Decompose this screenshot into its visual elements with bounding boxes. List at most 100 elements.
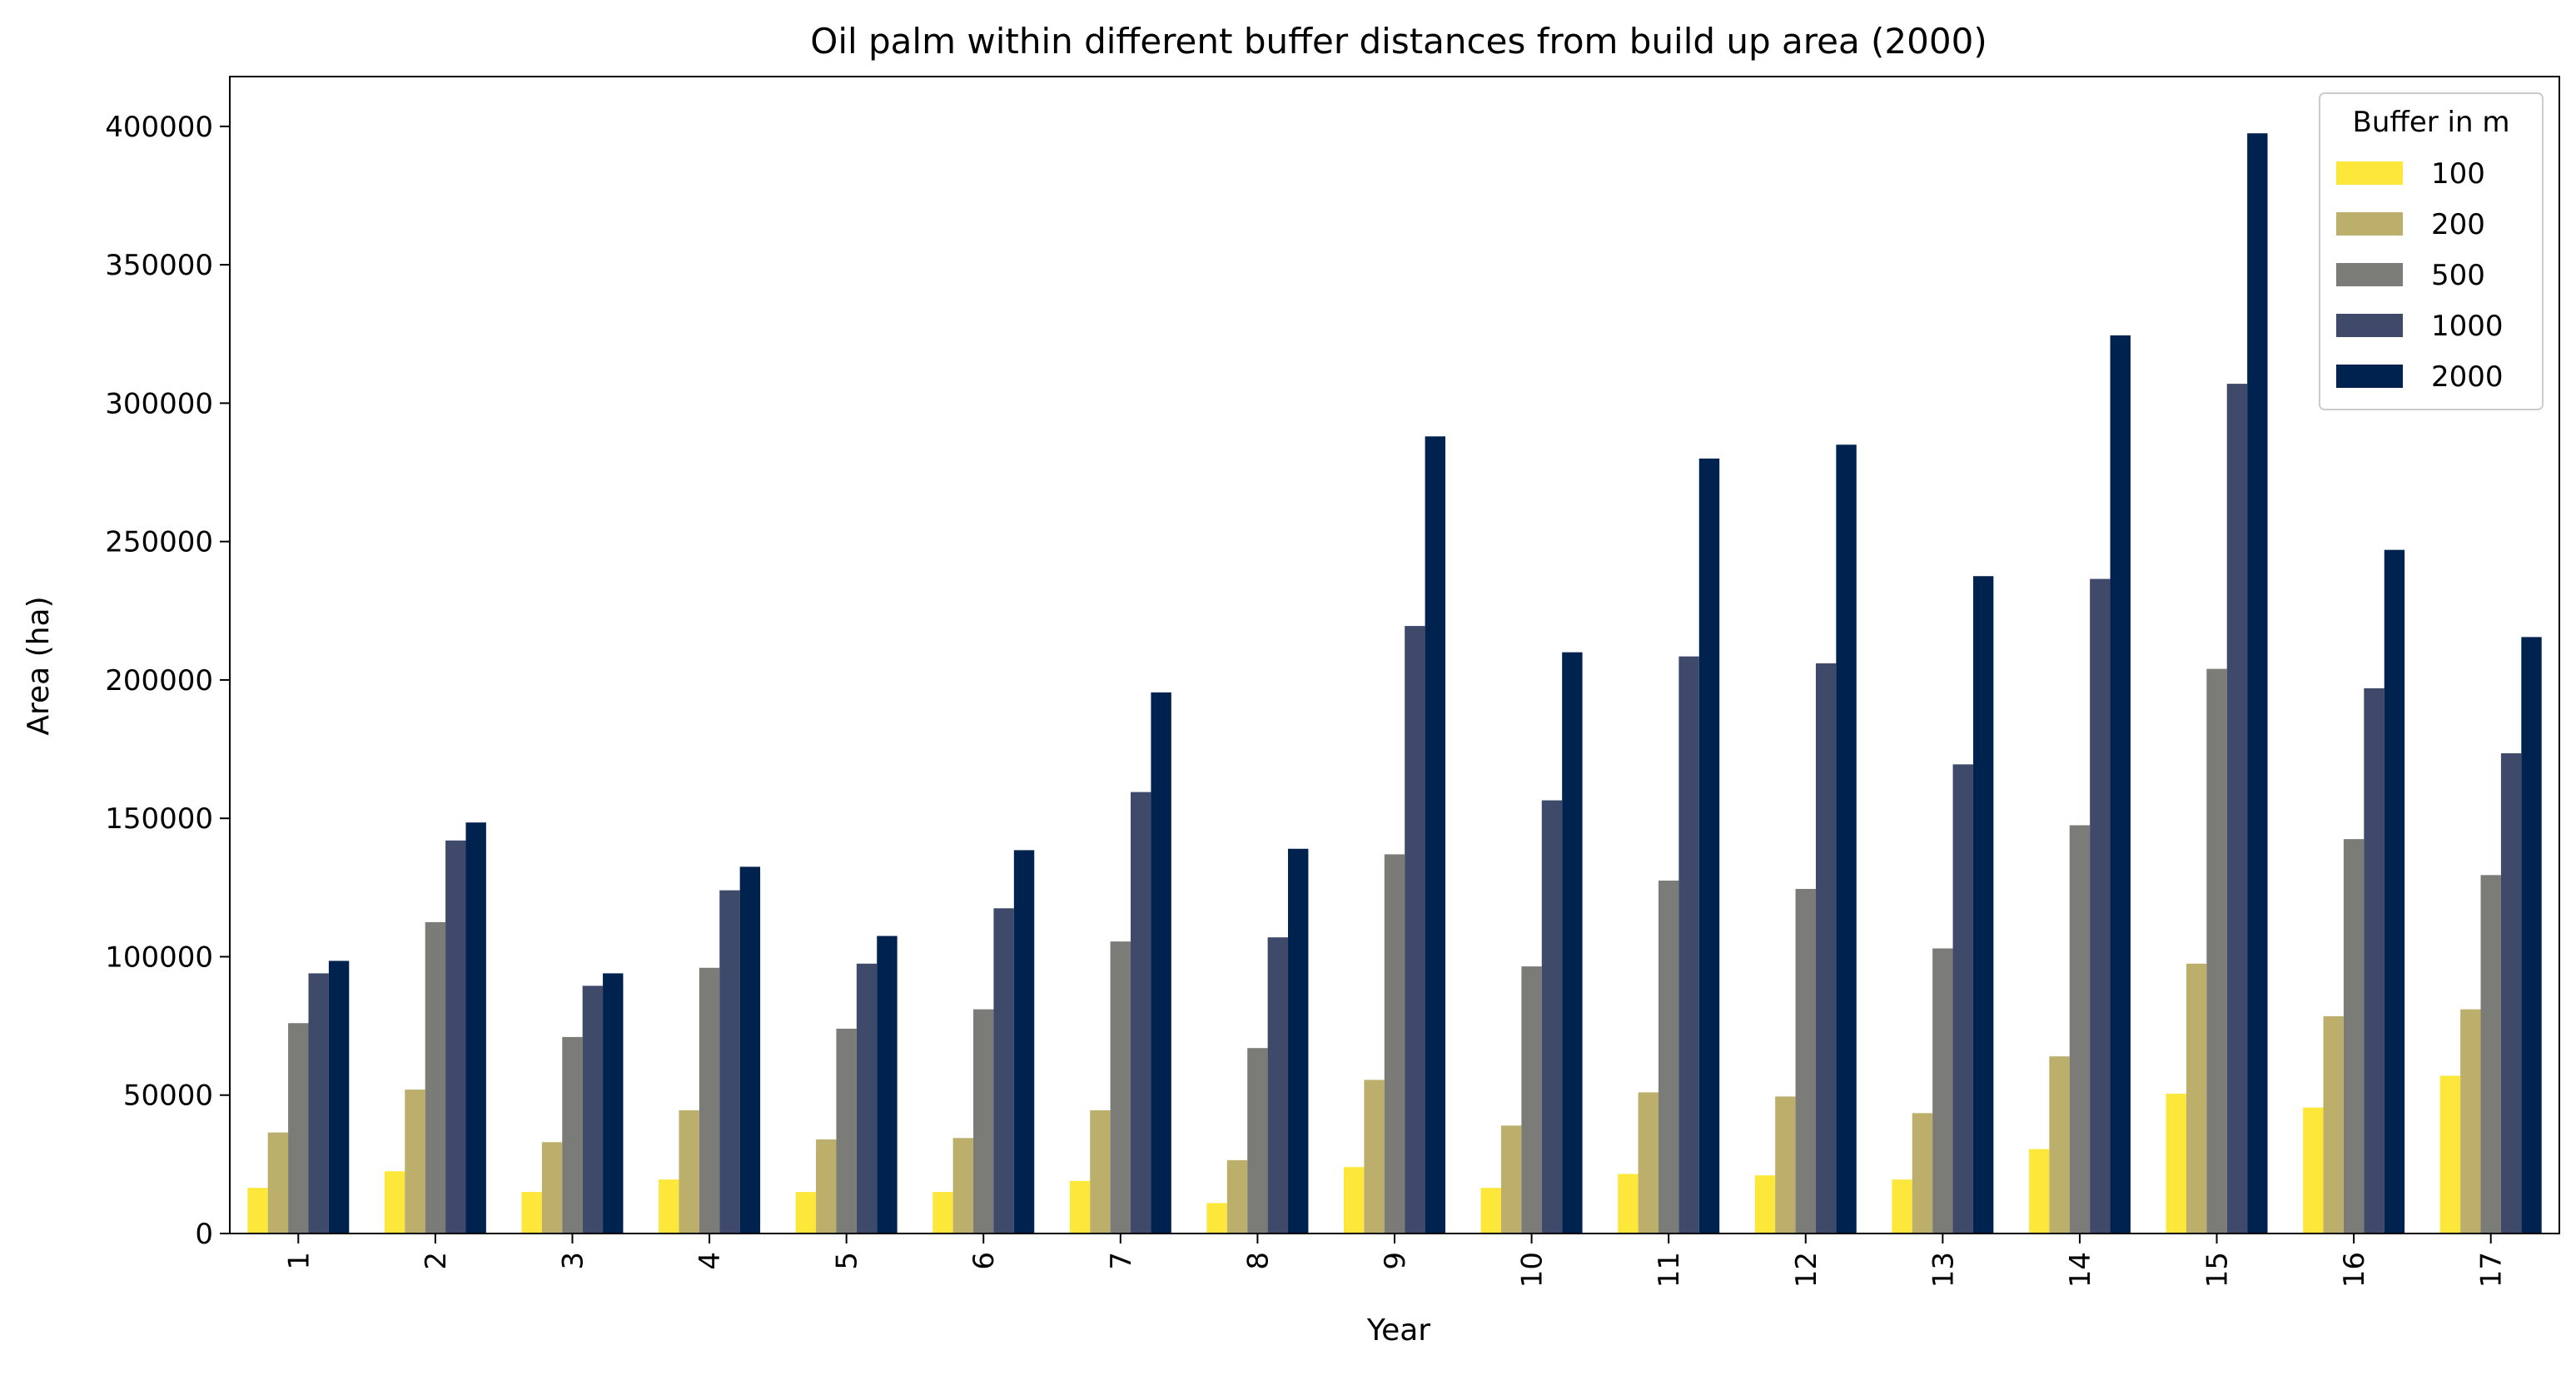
bar-200-8 bbox=[1226, 1159, 1248, 1234]
bar-200-1 bbox=[267, 1132, 289, 1234]
bar-100-12 bbox=[1754, 1175, 1776, 1234]
y-tick-label-100000: 100000 bbox=[105, 941, 213, 974]
bar-1000-5 bbox=[856, 963, 878, 1234]
bar-100-6 bbox=[932, 1192, 953, 1234]
bar-100-13 bbox=[1892, 1179, 1912, 1234]
legend-swatch-100 bbox=[2336, 161, 2403, 185]
bar-2000-6 bbox=[1013, 850, 1035, 1234]
bar-100-11 bbox=[1618, 1174, 1639, 1234]
bar-500-2 bbox=[425, 921, 446, 1234]
plot-area bbox=[247, 133, 2542, 1234]
bar-500-4 bbox=[699, 967, 720, 1234]
x-tick-label-8: 8 bbox=[1241, 1252, 1275, 1270]
x-tick-label-17: 17 bbox=[2475, 1252, 2509, 1288]
bar-2000-13 bbox=[1972, 576, 1994, 1234]
bar-500-13 bbox=[1932, 948, 1953, 1234]
bar-2000-1 bbox=[328, 961, 350, 1234]
bar-200-9 bbox=[1364, 1080, 1385, 1234]
bar-100-1 bbox=[247, 1188, 268, 1234]
y-tick-label-300000: 300000 bbox=[105, 387, 213, 420]
legend-label-2000: 2000 bbox=[2431, 360, 2504, 394]
bar-2000-8 bbox=[1288, 848, 1309, 1234]
bar-100-9 bbox=[1344, 1167, 1365, 1234]
bar-500-9 bbox=[1384, 854, 1405, 1234]
bar-200-7 bbox=[1090, 1110, 1111, 1234]
bar-100-15 bbox=[2166, 1094, 2186, 1234]
bar-100-14 bbox=[2028, 1149, 2050, 1234]
x-tick-label-12: 12 bbox=[1790, 1252, 1823, 1288]
legend-label-1000: 1000 bbox=[2431, 310, 2504, 343]
bar-1000-14 bbox=[2090, 578, 2111, 1234]
bar-1000-9 bbox=[1405, 626, 1425, 1234]
y-tick-label-200000: 200000 bbox=[105, 664, 213, 697]
x-tick-label-3: 3 bbox=[556, 1252, 589, 1270]
bar-2000-11 bbox=[1698, 458, 1720, 1234]
legend-swatch-500 bbox=[2336, 263, 2403, 286]
bar-200-2 bbox=[405, 1090, 425, 1234]
bar-200-16 bbox=[2323, 1015, 2344, 1234]
x-tick-label-11: 11 bbox=[1653, 1252, 1686, 1288]
bar-200-6 bbox=[952, 1138, 974, 1234]
bar-1000-2 bbox=[445, 840, 466, 1234]
bar-2000-12 bbox=[1836, 444, 1857, 1234]
bar-1000-11 bbox=[1678, 656, 1699, 1234]
bar-200-13 bbox=[1912, 1113, 1933, 1234]
bar-500-7 bbox=[1110, 941, 1131, 1234]
bar-1000-8 bbox=[1267, 937, 1289, 1234]
bar-500-17 bbox=[2480, 875, 2501, 1234]
bar-200-5 bbox=[816, 1139, 837, 1234]
bar-100-2 bbox=[384, 1171, 405, 1234]
bar-2000-2 bbox=[465, 822, 486, 1234]
bar-500-16 bbox=[2343, 839, 2365, 1234]
bar-100-7 bbox=[1069, 1180, 1091, 1234]
legend-label-200: 200 bbox=[2431, 208, 2485, 241]
legend-swatch-2000 bbox=[2336, 365, 2403, 388]
bar-500-1 bbox=[288, 1023, 309, 1234]
x-tick-label-10: 10 bbox=[1516, 1252, 1549, 1288]
bar-2000-4 bbox=[739, 866, 761, 1234]
x-axis-label: Year bbox=[1366, 1313, 1430, 1348]
bar-500-8 bbox=[1247, 1048, 1268, 1234]
legend-swatch-200 bbox=[2336, 212, 2403, 236]
bar-1000-13 bbox=[1952, 764, 1973, 1234]
bar-200-10 bbox=[1500, 1125, 1522, 1234]
legend-title: Buffer in m bbox=[2353, 106, 2510, 139]
y-tick-label-400000: 400000 bbox=[105, 111, 213, 144]
bar-500-12 bbox=[1795, 888, 1816, 1234]
legend-swatch-1000 bbox=[2336, 314, 2403, 337]
bar-2000-15 bbox=[2247, 133, 2268, 1234]
x-tick-label-7: 7 bbox=[1105, 1252, 1138, 1270]
bar-1000-12 bbox=[1815, 663, 1837, 1234]
plot-frame bbox=[229, 76, 2560, 1234]
bar-500-3 bbox=[562, 1036, 583, 1234]
y-axis-label: Area (ha) bbox=[22, 596, 56, 735]
bar-100-5 bbox=[795, 1192, 817, 1234]
bar-200-17 bbox=[2460, 1009, 2481, 1234]
bar-200-12 bbox=[1775, 1096, 1796, 1234]
bar-200-15 bbox=[2186, 963, 2207, 1234]
bar-2000-3 bbox=[603, 973, 624, 1234]
x-tick-label-13: 13 bbox=[1927, 1252, 1960, 1288]
bar-100-16 bbox=[2303, 1107, 2324, 1234]
bar-500-5 bbox=[836, 1028, 857, 1234]
x-tick-label-4: 4 bbox=[694, 1252, 727, 1270]
bar-500-10 bbox=[1521, 966, 1542, 1234]
bar-100-8 bbox=[1206, 1203, 1227, 1234]
chart-title: Oil palm within different buffer distanc… bbox=[810, 21, 1987, 62]
x-tick-label-9: 9 bbox=[1379, 1252, 1412, 1270]
bar-2000-10 bbox=[1562, 652, 1583, 1234]
bar-2000-17 bbox=[2521, 637, 2542, 1234]
axes: 0500001000001500002000002500003000003500… bbox=[105, 76, 2560, 1288]
x-tick-label-15: 15 bbox=[2201, 1252, 2235, 1288]
x-tick-label-6: 6 bbox=[967, 1252, 1001, 1270]
bar-1000-4 bbox=[719, 890, 740, 1234]
bar-500-6 bbox=[973, 1009, 994, 1234]
x-tick-label-2: 2 bbox=[420, 1252, 453, 1270]
legend: Buffer in m 100 200 500 1000 2000 bbox=[2319, 92, 2544, 410]
y-tick-label-150000: 150000 bbox=[105, 802, 213, 836]
x-tick-label-14: 14 bbox=[2064, 1252, 2097, 1288]
legend-label-100: 100 bbox=[2431, 157, 2485, 191]
bar-200-4 bbox=[679, 1110, 699, 1234]
